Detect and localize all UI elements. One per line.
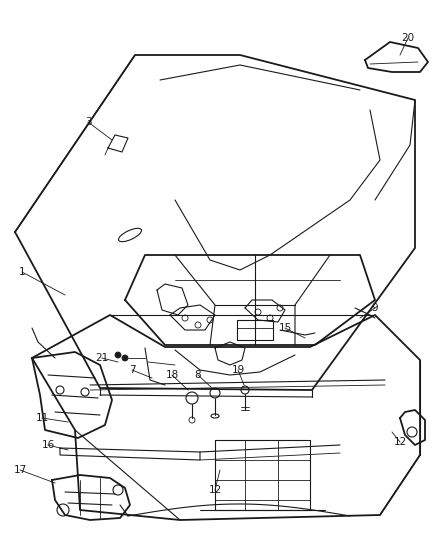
Text: 12: 12 bbox=[208, 485, 222, 495]
Text: 21: 21 bbox=[95, 353, 109, 363]
Circle shape bbox=[277, 305, 283, 311]
Circle shape bbox=[207, 317, 213, 323]
Circle shape bbox=[115, 352, 121, 358]
Text: 7: 7 bbox=[129, 365, 135, 375]
Circle shape bbox=[195, 322, 201, 328]
Circle shape bbox=[407, 427, 417, 437]
Text: 3: 3 bbox=[85, 117, 91, 127]
Text: 11: 11 bbox=[35, 413, 49, 423]
Circle shape bbox=[81, 388, 89, 396]
Text: 15: 15 bbox=[279, 323, 292, 333]
Text: 9: 9 bbox=[372, 303, 378, 313]
Text: 8: 8 bbox=[194, 370, 201, 380]
Circle shape bbox=[241, 386, 249, 394]
Text: 18: 18 bbox=[166, 370, 179, 380]
Text: 12: 12 bbox=[393, 437, 406, 447]
Text: 20: 20 bbox=[402, 33, 414, 43]
Circle shape bbox=[210, 388, 220, 398]
Circle shape bbox=[267, 315, 273, 321]
Text: 19: 19 bbox=[231, 365, 245, 375]
Circle shape bbox=[189, 417, 195, 423]
Circle shape bbox=[57, 504, 69, 516]
Circle shape bbox=[56, 386, 64, 394]
Circle shape bbox=[113, 485, 123, 495]
Text: 16: 16 bbox=[41, 440, 55, 450]
Circle shape bbox=[255, 309, 261, 315]
Ellipse shape bbox=[119, 228, 141, 241]
Circle shape bbox=[182, 315, 188, 321]
Circle shape bbox=[186, 392, 198, 404]
Text: 17: 17 bbox=[14, 465, 27, 475]
Ellipse shape bbox=[211, 414, 219, 418]
Circle shape bbox=[122, 355, 128, 361]
Text: 1: 1 bbox=[19, 267, 25, 277]
